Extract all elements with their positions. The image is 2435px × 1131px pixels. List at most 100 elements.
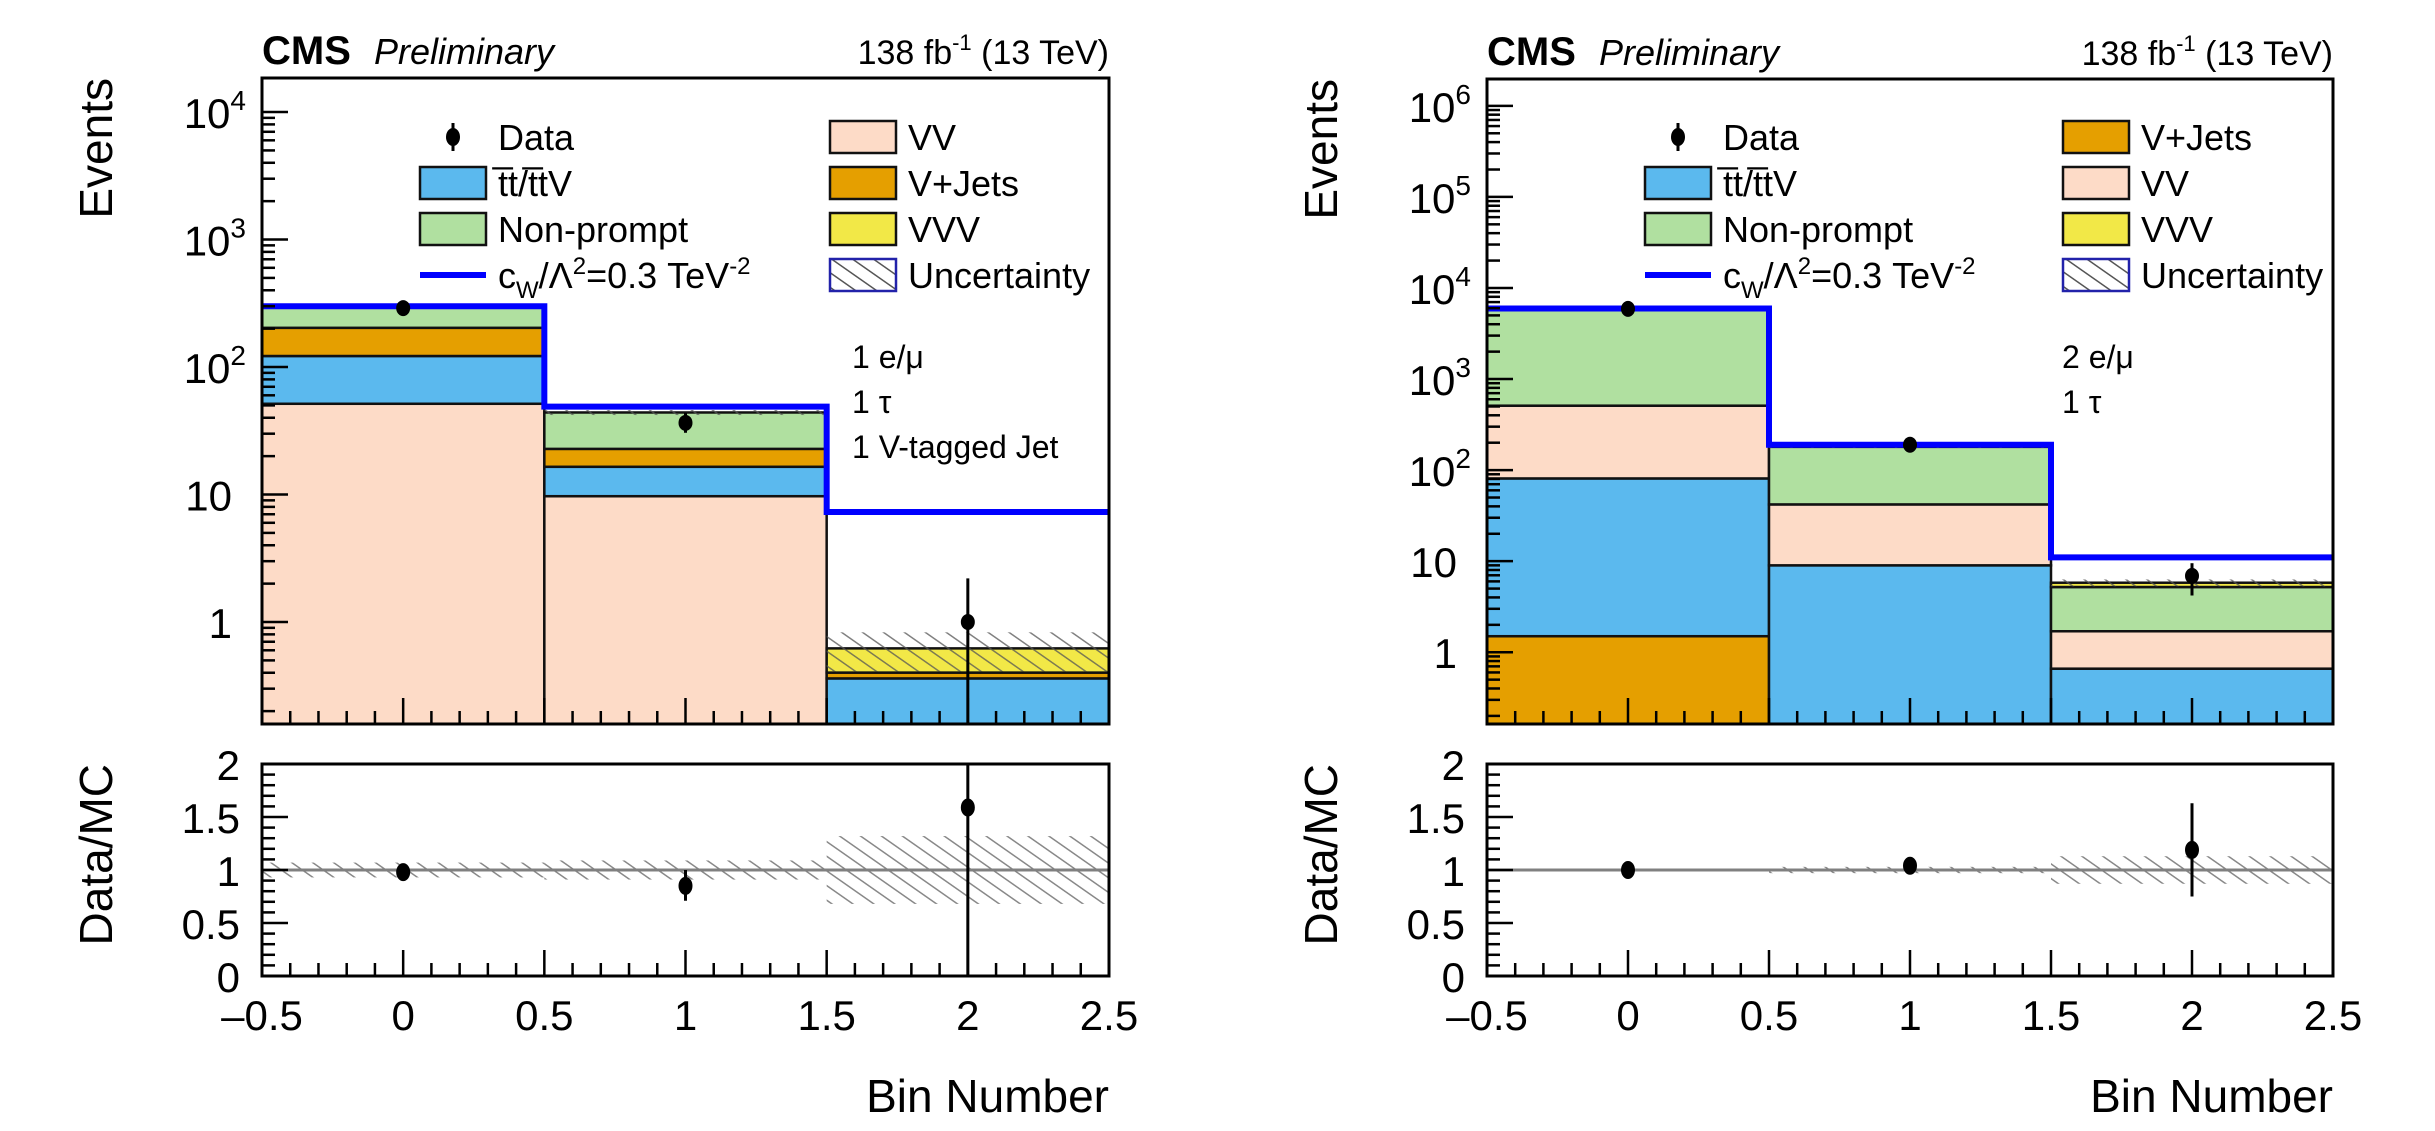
ratio-point bbox=[1621, 861, 1635, 879]
legend-item-ttbar: t̅t/t̅tV bbox=[418, 163, 572, 204]
cms-label: CMS bbox=[262, 29, 351, 73]
stack-bar-vv bbox=[260, 402, 546, 726]
left-chart-panel: CMS Preliminary 138 fb-1 (13 TeV)110102103… bbox=[70, 29, 1138, 1122]
ratio-y-tick-label: 1 bbox=[1442, 848, 1465, 895]
stack-bar-ttbar bbox=[1767, 564, 2053, 726]
legend-swatch-vv bbox=[828, 119, 898, 155]
ratio-point bbox=[960, 798, 975, 817]
stack-bar-nonprompt bbox=[1485, 307, 1771, 407]
legend-item-data: Data bbox=[446, 117, 575, 158]
x-tick-label: 1.5 bbox=[797, 992, 855, 1039]
y-tick-label: 104 bbox=[184, 85, 246, 137]
stack-bar-nonprompt bbox=[1767, 445, 2053, 506]
legend-swatch-vjets bbox=[2061, 119, 2131, 155]
x-tick-label: 0 bbox=[1616, 992, 1639, 1039]
x-axis-title: Bin Number bbox=[2090, 1070, 2333, 1122]
y-tick-label: 103 bbox=[1409, 352, 1471, 404]
y-tick-label: 10 bbox=[185, 473, 232, 520]
y-tick-label: 1 bbox=[209, 600, 232, 647]
y-axis-title: Events bbox=[1295, 79, 1347, 220]
uncertainty-band bbox=[544, 410, 827, 416]
legend-swatch-ttbar bbox=[418, 165, 488, 201]
legend-swatch-ttbar bbox=[1643, 165, 1713, 201]
x-tick-label: –0.5 bbox=[221, 992, 303, 1039]
legend-swatch-vjets bbox=[828, 165, 898, 201]
legend-item-signal: cW/Λ2=0.3 TeV-2 bbox=[420, 253, 751, 304]
legend-label: t̅t/t̅tV bbox=[492, 163, 572, 204]
x-tick-label: 2 bbox=[956, 992, 979, 1039]
legend-item-data: Data bbox=[1671, 117, 1800, 158]
x-tick-label: 1.5 bbox=[2022, 992, 2080, 1039]
y-tick-label: 102 bbox=[184, 340, 246, 392]
legend-label: VV bbox=[908, 117, 956, 158]
stack-bar-vjets bbox=[543, 447, 828, 469]
legend-label: VVV bbox=[2141, 209, 2213, 250]
preliminary-label: Preliminary bbox=[374, 31, 556, 72]
ratio-y-axis-title: Data/MC bbox=[1295, 764, 1347, 945]
region-annotation: 1 e/μ bbox=[852, 339, 924, 375]
stack-bar-ttbar bbox=[260, 354, 546, 406]
ratio-point bbox=[1903, 856, 1917, 875]
legend-item-vjets: V+Jets bbox=[828, 163, 1019, 204]
legend-item-vjets: V+Jets bbox=[2061, 117, 2252, 158]
legend-item-nonprompt: Non-prompt bbox=[418, 209, 688, 250]
ratio-y-tick-label: 0.5 bbox=[182, 901, 240, 948]
ratio-y-tick-label: 2 bbox=[1442, 742, 1465, 789]
y-axis-title: Events bbox=[70, 78, 122, 219]
ratio-y-tick-label: 0.5 bbox=[1407, 901, 1465, 948]
y-tick-label: 104 bbox=[1409, 261, 1471, 313]
y-tick-label: 10 bbox=[1410, 539, 1457, 586]
right-chart-panel: CMS Preliminary 138 fb-1 (13 TeV)110102103… bbox=[1295, 30, 2362, 1122]
legend-item-ttbar: t̅t/t̅tV bbox=[1643, 163, 1797, 204]
data-point bbox=[1903, 436, 1917, 453]
legend-swatch-vvv bbox=[828, 211, 898, 247]
x-tick-label: 2.5 bbox=[2304, 992, 2362, 1039]
legend-label: V+Jets bbox=[2141, 117, 2252, 158]
ratio-y-tick-label: 1.5 bbox=[1407, 795, 1465, 842]
region-annotation: 1 τ bbox=[852, 384, 892, 420]
legend-data-marker bbox=[446, 128, 460, 146]
x-tick-label: 0.5 bbox=[1740, 992, 1798, 1039]
legend-swatch-vv bbox=[2061, 165, 2131, 201]
x-tick-label: 2 bbox=[2180, 992, 2203, 1039]
legend-label: VVV bbox=[908, 209, 980, 250]
legend-label: cW/Λ2=0.3 TeV-2 bbox=[498, 253, 751, 304]
ratio-point bbox=[2185, 840, 2199, 859]
ratio-point bbox=[396, 863, 411, 882]
luminosity-label: 138 fb-1 (13 TeV) bbox=[858, 30, 1109, 72]
legend-label: Uncertainty bbox=[2141, 255, 2323, 296]
stack-bar-vv bbox=[2049, 630, 2335, 670]
legend-item-nonprompt: Non-prompt bbox=[1643, 209, 1913, 250]
data-point bbox=[2185, 567, 2199, 584]
ratio-y-tick-label: 0 bbox=[1442, 954, 1465, 1001]
legend-item-vv: VV bbox=[828, 117, 956, 158]
legend-label: Non-prompt bbox=[498, 209, 688, 250]
signal-line bbox=[262, 303, 1109, 515]
legend-item-unc: Uncertainty bbox=[828, 255, 1090, 296]
luminosity-label: 138 fb-1 (13 TeV) bbox=[2082, 31, 2333, 73]
legend-swatch-uncertainty bbox=[828, 257, 898, 293]
legend-label: Non-prompt bbox=[1723, 209, 1913, 250]
stack-bar-vv bbox=[543, 494, 828, 726]
legend-item-vvv: VVV bbox=[828, 209, 980, 250]
region-annotation: 2 e/μ bbox=[2062, 339, 2134, 375]
stack-bar-vv bbox=[1767, 503, 2053, 567]
data-point bbox=[960, 614, 975, 631]
legend-label: cW/Λ2=0.3 TeV-2 bbox=[1723, 253, 1976, 304]
region-annotation: 1 V-tagged Jet bbox=[852, 429, 1058, 465]
legend-label: V+Jets bbox=[908, 163, 1019, 204]
ratio-y-tick-label: 0 bbox=[217, 954, 240, 1001]
x-tick-label: 2.5 bbox=[1080, 992, 1138, 1039]
preliminary-label: Preliminary bbox=[1599, 32, 1781, 73]
y-tick-label: 102 bbox=[1409, 443, 1471, 495]
x-tick-label: 1 bbox=[674, 992, 697, 1039]
x-tick-label: 0.5 bbox=[515, 992, 573, 1039]
ratio-y-tick-label: 2 bbox=[217, 742, 240, 789]
y-tick-label: 105 bbox=[1409, 170, 1471, 222]
legend-item-signal: cW/Λ2=0.3 TeV-2 bbox=[1645, 253, 1976, 304]
ratio-point bbox=[678, 876, 693, 895]
ratio-y-tick-label: 1 bbox=[217, 848, 240, 895]
legend-label: Data bbox=[1723, 117, 1800, 158]
stack-bar-ttbar bbox=[543, 465, 828, 498]
